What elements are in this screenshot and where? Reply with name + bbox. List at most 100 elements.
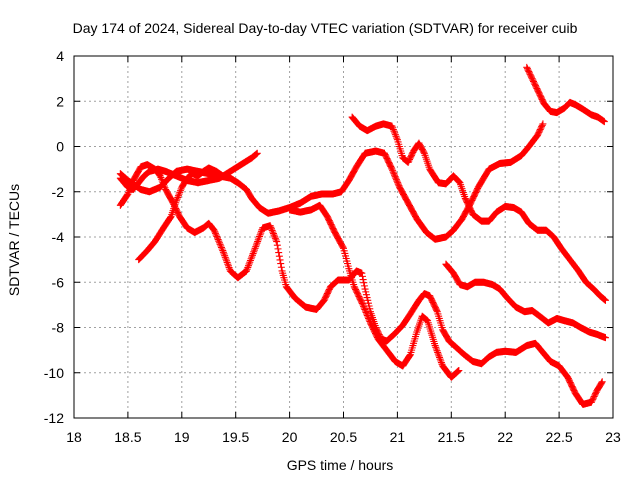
data-point — [390, 127, 398, 135]
series-track-6 — [348, 113, 609, 304]
x-tick-label: 21.5 — [438, 429, 465, 445]
data-point — [257, 227, 265, 235]
data-point — [217, 243, 225, 251]
tick-labels: 18 18.5 19 19.5 20 20.5 21 21.5 22 22.5 23420-2-4-… — [44, 48, 621, 445]
data-point — [391, 131, 399, 139]
data-point — [218, 245, 226, 253]
data-point — [389, 168, 397, 176]
data-point — [223, 172, 231, 180]
data-point — [270, 231, 278, 239]
data-point — [176, 188, 184, 196]
data-point — [254, 236, 262, 244]
data-point — [244, 262, 252, 270]
data-point — [358, 299, 366, 307]
data-point — [256, 231, 264, 239]
data-point — [174, 193, 182, 201]
data-point — [212, 231, 220, 239]
data-point — [224, 260, 232, 268]
data-point — [360, 302, 368, 310]
y-tick-label: 4 — [56, 48, 64, 64]
data-point — [391, 173, 399, 181]
data-point — [253, 239, 261, 247]
series-track-8 — [523, 63, 608, 126]
data-point — [436, 355, 444, 363]
data-point — [217, 242, 225, 250]
x-axis-label: GPS time / hours — [287, 457, 394, 473]
data-point — [539, 120, 547, 128]
data-point — [392, 174, 400, 182]
data-point — [158, 177, 166, 185]
data-point — [211, 229, 219, 237]
data-point — [221, 253, 229, 261]
data-point — [600, 118, 608, 126]
data-point — [392, 176, 400, 184]
data-point — [223, 258, 231, 266]
x-tick-label: 20.5 — [330, 429, 357, 445]
data-point — [406, 352, 414, 360]
data-point — [455, 366, 463, 374]
data-point — [253, 150, 261, 158]
x-tick-label: 18.5 — [114, 429, 141, 445]
data-point — [339, 243, 347, 251]
data-point — [436, 353, 444, 361]
data-point — [215, 237, 223, 245]
data-point — [158, 175, 166, 183]
data-point — [175, 190, 183, 198]
data-point — [271, 234, 279, 242]
data-point — [242, 267, 250, 275]
data-point — [254, 238, 262, 246]
data-point — [360, 282, 368, 290]
series-layer — [116, 63, 609, 408]
data-point — [393, 134, 401, 142]
data-point — [225, 264, 233, 272]
data-point — [435, 352, 443, 360]
data-point — [213, 234, 221, 242]
data-point — [166, 214, 174, 222]
data-point — [360, 279, 368, 287]
data-point — [389, 124, 397, 132]
data-point — [268, 226, 276, 234]
data-point — [246, 258, 254, 266]
data-point — [276, 256, 284, 264]
data-point — [125, 187, 133, 195]
data-point — [432, 343, 440, 351]
data-point — [174, 192, 182, 200]
data-point — [213, 232, 221, 240]
data-point — [434, 348, 442, 356]
data-point — [598, 379, 606, 387]
data-point — [359, 276, 367, 284]
x-tick-label: 19.5 — [222, 429, 249, 445]
data-point — [360, 304, 368, 312]
data-point — [361, 307, 369, 315]
series-track-2 — [116, 120, 547, 243]
data-point — [160, 182, 168, 190]
data-point — [246, 256, 254, 264]
data-point — [275, 249, 283, 257]
y-tick-label: 0 — [56, 139, 64, 155]
series-track-4 — [135, 164, 231, 264]
data-point — [224, 262, 232, 270]
data-point — [275, 252, 283, 260]
data-point — [157, 174, 165, 182]
data-point — [391, 129, 399, 137]
data-point — [124, 190, 132, 198]
data-point — [363, 310, 371, 318]
data-point — [454, 367, 462, 375]
series-track-7 — [442, 260, 609, 342]
data-point — [393, 177, 401, 185]
x-tick-label: 18 — [66, 429, 82, 445]
data-point — [252, 241, 260, 249]
data-point — [391, 171, 399, 179]
x-tick-label: 22.5 — [545, 429, 572, 445]
data-point — [389, 167, 397, 175]
data-point — [243, 265, 251, 273]
data-point — [420, 148, 428, 156]
data-point — [362, 308, 370, 316]
y-tick-label: 2 — [56, 93, 64, 109]
data-point — [267, 225, 275, 233]
data-point — [601, 296, 609, 304]
data-point — [176, 187, 184, 195]
data-point — [437, 359, 445, 367]
